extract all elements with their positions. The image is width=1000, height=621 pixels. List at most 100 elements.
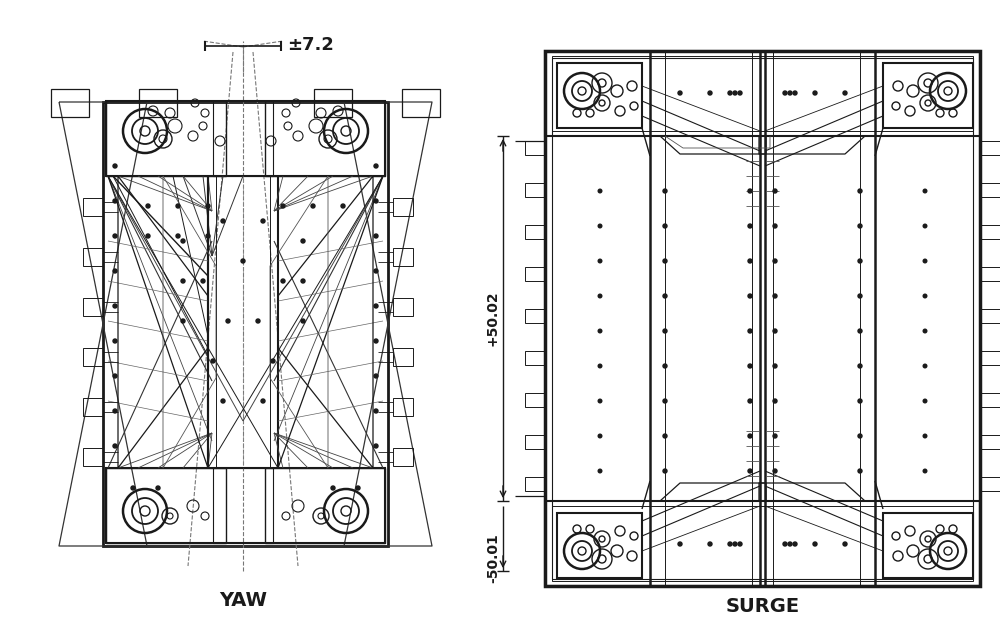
Bar xyxy=(393,448,413,466)
Circle shape xyxy=(708,91,712,95)
Circle shape xyxy=(156,486,160,490)
Bar xyxy=(213,468,273,543)
Circle shape xyxy=(748,434,752,438)
Bar xyxy=(980,267,1000,281)
Circle shape xyxy=(923,259,927,263)
Bar xyxy=(83,398,103,416)
Bar xyxy=(265,101,385,176)
Circle shape xyxy=(678,542,682,546)
Circle shape xyxy=(858,399,862,403)
Circle shape xyxy=(773,224,777,228)
Circle shape xyxy=(598,259,602,263)
Text: -50.01: -50.01 xyxy=(486,533,500,583)
Circle shape xyxy=(374,164,378,168)
Circle shape xyxy=(226,319,230,323)
Bar xyxy=(106,101,226,176)
Bar xyxy=(525,435,545,449)
Circle shape xyxy=(181,319,185,323)
Bar xyxy=(51,89,89,117)
Circle shape xyxy=(256,319,260,323)
Circle shape xyxy=(113,199,117,203)
Circle shape xyxy=(923,399,927,403)
Circle shape xyxy=(374,339,378,343)
Bar xyxy=(83,248,103,266)
Bar xyxy=(393,248,413,266)
Bar xyxy=(83,348,103,366)
Circle shape xyxy=(663,189,667,193)
Bar xyxy=(393,298,413,316)
Circle shape xyxy=(773,259,777,263)
Bar xyxy=(139,89,177,117)
Circle shape xyxy=(374,444,378,448)
Circle shape xyxy=(923,329,927,333)
Circle shape xyxy=(221,399,225,403)
Circle shape xyxy=(773,434,777,438)
Circle shape xyxy=(146,234,150,238)
Circle shape xyxy=(181,279,185,283)
Circle shape xyxy=(113,374,117,378)
Bar xyxy=(525,183,545,197)
Circle shape xyxy=(748,469,752,473)
Circle shape xyxy=(271,359,275,363)
Circle shape xyxy=(181,239,185,243)
Circle shape xyxy=(113,339,117,343)
Circle shape xyxy=(113,269,117,273)
Circle shape xyxy=(748,189,752,193)
Circle shape xyxy=(858,259,862,263)
Bar xyxy=(393,348,413,366)
Circle shape xyxy=(923,364,927,368)
Bar xyxy=(314,89,352,117)
Circle shape xyxy=(678,91,682,95)
Bar xyxy=(552,56,973,131)
Circle shape xyxy=(113,234,117,238)
Bar xyxy=(980,393,1000,407)
Bar xyxy=(83,198,103,216)
Circle shape xyxy=(773,364,777,368)
Circle shape xyxy=(301,239,305,243)
Circle shape xyxy=(748,399,752,403)
Bar xyxy=(883,63,973,128)
Bar xyxy=(393,198,413,216)
Circle shape xyxy=(598,224,602,228)
Circle shape xyxy=(663,259,667,263)
Circle shape xyxy=(858,434,862,438)
Circle shape xyxy=(733,91,737,95)
Circle shape xyxy=(663,434,667,438)
Bar xyxy=(883,513,973,578)
Text: +50.02: +50.02 xyxy=(486,291,500,347)
Circle shape xyxy=(728,91,732,95)
Circle shape xyxy=(301,319,305,323)
Text: ±7.2: ±7.2 xyxy=(287,36,334,54)
Circle shape xyxy=(858,224,862,228)
Bar xyxy=(106,468,226,543)
Circle shape xyxy=(663,224,667,228)
Bar xyxy=(980,435,1000,449)
Circle shape xyxy=(923,434,927,438)
Circle shape xyxy=(858,294,862,298)
Circle shape xyxy=(783,542,787,546)
Bar xyxy=(980,351,1000,365)
Circle shape xyxy=(113,444,117,448)
Circle shape xyxy=(923,294,927,298)
Circle shape xyxy=(374,409,378,413)
Circle shape xyxy=(858,364,862,368)
Bar xyxy=(525,309,545,323)
Circle shape xyxy=(773,294,777,298)
Circle shape xyxy=(813,91,817,95)
Bar xyxy=(265,468,385,543)
Circle shape xyxy=(113,304,117,308)
Circle shape xyxy=(598,364,602,368)
Circle shape xyxy=(663,329,667,333)
Bar xyxy=(525,351,545,365)
Circle shape xyxy=(788,91,792,95)
Bar xyxy=(83,298,103,316)
Circle shape xyxy=(793,542,797,546)
Circle shape xyxy=(206,204,210,208)
Circle shape xyxy=(281,279,285,283)
Circle shape xyxy=(331,486,335,490)
Circle shape xyxy=(261,399,265,403)
Circle shape xyxy=(858,189,862,193)
Circle shape xyxy=(598,294,602,298)
Bar xyxy=(980,141,1000,155)
Circle shape xyxy=(788,542,792,546)
